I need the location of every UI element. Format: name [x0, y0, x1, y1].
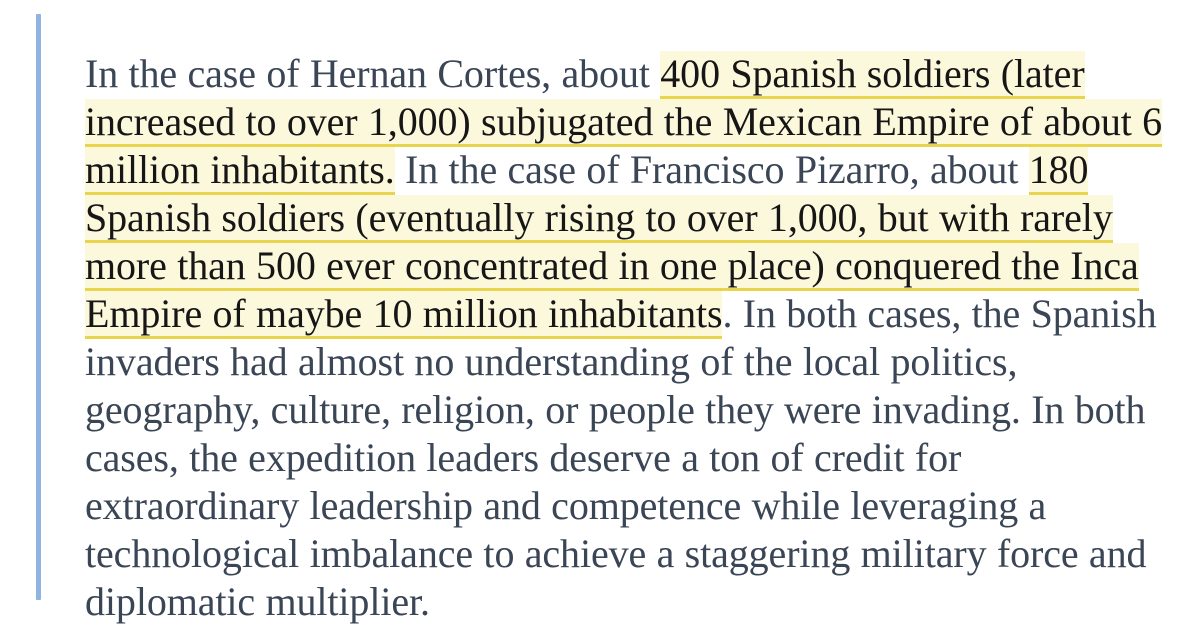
blockquote-accent-bar	[36, 14, 41, 600]
text-segment-closing: . In both cases, the Spanish invaders ha…	[85, 291, 1157, 624]
text-segment-intro-cortes: In the case of Hernan Cortes, about	[85, 51, 661, 96]
text-segment-intro-pizarro: In the case of Francisco Pizarro, about	[394, 147, 1029, 192]
quote-paragraph: In the case of Hernan Cortes, about 400 …	[85, 50, 1170, 626]
